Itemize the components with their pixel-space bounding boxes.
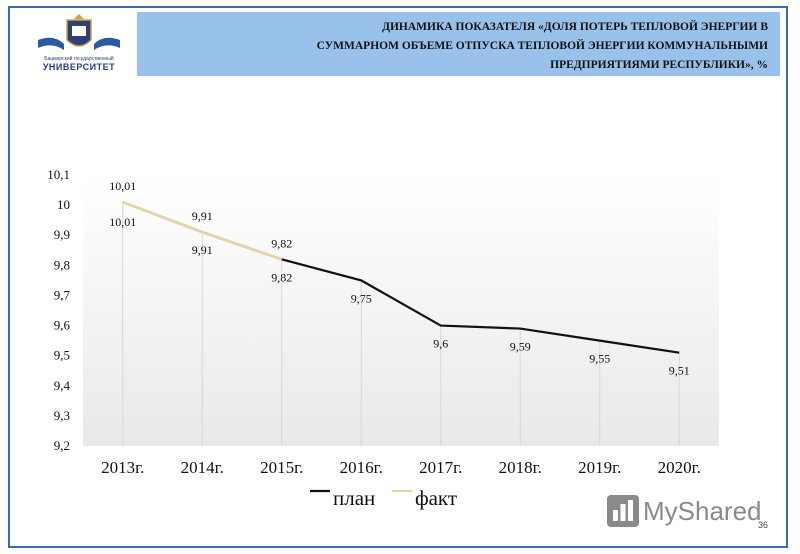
y-tick-label: 9,9 xyxy=(54,227,70,242)
legend-label-fact: факт xyxy=(415,486,457,510)
data-label-plan: 9,75 xyxy=(351,291,372,305)
page-title: ДИНАМИКА ПОКАЗАТЕЛЯ «ДОЛЯ ПОТЕРЬ ТЕПЛОВО… xyxy=(168,18,768,75)
y-tick-label: 10 xyxy=(57,197,70,212)
data-label-plan: 10,01 xyxy=(109,215,136,229)
x-tick-label: 2019г. xyxy=(578,458,621,477)
university-logo: Башкирский государственный УНИВЕРСИТЕТ xyxy=(34,14,124,80)
series-line-fact xyxy=(122,200,283,261)
data-label-plan: 9,91 xyxy=(192,243,213,257)
data-label-plan: 9,82 xyxy=(271,270,292,284)
title-line-2: СУММАРНОМ ОБЪЕМЕ ОТПУСКА ТЕПЛОВОЙ ЭНЕРГИ… xyxy=(316,40,768,52)
data-label-fact: 9,82 xyxy=(271,236,292,250)
y-tick-label: 9,5 xyxy=(54,348,70,363)
x-tick-label: 2015г. xyxy=(260,458,303,477)
data-label-fact: 9,91 xyxy=(192,209,213,223)
x-tick-label: 2013г. xyxy=(101,458,144,477)
header-banner: ДИНАМИКА ПОКАЗАТЕЛЯ «ДОЛЯ ПОТЕРЬ ТЕПЛОВО… xyxy=(137,12,780,76)
y-tick-label: 9,2 xyxy=(54,438,70,453)
plot-area xyxy=(83,175,719,446)
y-tick-label: 9,3 xyxy=(54,408,70,423)
watermark: MyShared xyxy=(606,494,766,528)
watermark-text: MyShared xyxy=(643,496,762,526)
x-tick-label: 2014г. xyxy=(181,458,224,477)
data-label-fact: 10,01 xyxy=(109,179,136,193)
x-tick-label: 2018г. xyxy=(499,458,542,477)
y-tick-label: 9,8 xyxy=(54,257,70,272)
slide-frame: 36 xyxy=(8,6,788,548)
watermark-logo-icon xyxy=(607,495,639,527)
x-tick-label: 2017г. xyxy=(419,458,462,477)
logo-top-text: Башкирский государственный xyxy=(44,56,114,62)
x-tick-label: 2020г. xyxy=(658,458,701,477)
y-tick-label: 9,7 xyxy=(54,287,71,302)
logo-emblem-icon xyxy=(38,14,120,50)
page-number: 36 xyxy=(757,520,768,530)
y-tick-label: 9,4 xyxy=(54,378,71,393)
y-tick-label: 10,1 xyxy=(47,167,70,182)
data-label-plan: 9,55 xyxy=(589,352,610,366)
title-line-3: ПРЕДПРИЯТИЯМИ РЕСПУБЛИКИ», % xyxy=(550,59,768,71)
data-label-plan: 9,51 xyxy=(669,364,690,378)
data-label-plan: 9,6 xyxy=(433,337,448,351)
y-tick-label: 9,6 xyxy=(54,318,71,333)
data-label-plan: 9,59 xyxy=(510,340,531,354)
logo-name: УНИВЕРСИТЕТ xyxy=(42,62,116,72)
title-line-1: ДИНАМИКА ПОКАЗАТЕЛЯ «ДОЛЯ ПОТЕРЬ ТЕПЛОВО… xyxy=(382,21,768,33)
legend-label-plan: план xyxy=(333,486,375,510)
x-tick-label: 2016г. xyxy=(340,458,383,477)
